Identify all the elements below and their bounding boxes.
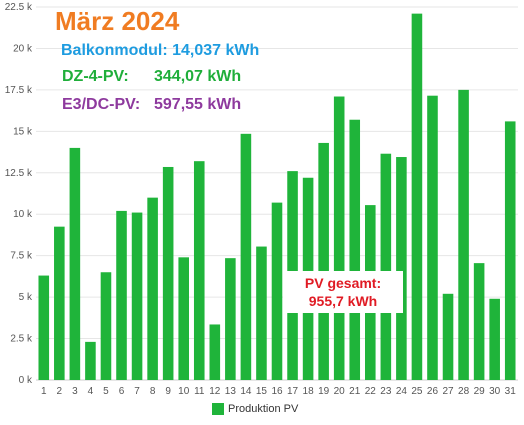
x-tick-label: 6 — [119, 386, 125, 397]
y-tick-label: 20 k — [13, 43, 33, 54]
e3-label: E3/DC-PV: — [62, 96, 141, 113]
bar — [504, 121, 516, 381]
legend-label: Produktion PV — [228, 403, 299, 415]
chart-title: März 2024 — [55, 6, 180, 36]
bar — [256, 246, 267, 380]
bar — [209, 324, 221, 380]
x-tick-label: 13 — [225, 386, 237, 397]
bar — [162, 166, 174, 380]
x-tick-label: 21 — [349, 386, 361, 397]
dz-label: DZ-4-PV: — [62, 68, 129, 85]
bar — [131, 212, 143, 380]
bar — [427, 95, 438, 381]
x-tick-label: 12 — [209, 386, 221, 397]
y-tick-label: 2.5 k — [10, 334, 33, 345]
y-tick-label: 15 k — [13, 126, 33, 137]
y-tick-label: 12.5 k — [5, 168, 33, 179]
bar — [225, 258, 236, 380]
x-tick-label: 5 — [103, 386, 109, 397]
legend[interactable]: Produktion PV — [212, 403, 298, 415]
bar — [116, 210, 127, 380]
x-tick-label: 10 — [178, 386, 190, 397]
x-tick-label: 11 — [194, 386, 205, 397]
x-tick-label: 9 — [165, 386, 171, 397]
balkon-annotation: Balkonmodul: 14,037 kWh — [61, 42, 260, 59]
bar — [411, 13, 423, 381]
x-tick-label: 23 — [380, 386, 392, 397]
pv-total-value: 955,7 kWh — [308, 293, 378, 309]
x-tick-label: 2 — [57, 386, 63, 397]
bar — [380, 153, 392, 380]
bar — [349, 119, 361, 381]
x-tick-label: 29 — [474, 386, 486, 397]
bar — [489, 298, 500, 380]
x-tick-label: 31 — [505, 386, 517, 397]
x-tick-label: 3 — [72, 386, 78, 397]
x-tick-label: 19 — [318, 386, 330, 397]
y-tick-label: 10 k — [13, 209, 33, 220]
x-tick-label: 28 — [458, 386, 470, 397]
pv-total-label: PV gesamt: — [304, 275, 382, 291]
y-tick-label: 22.5 k — [5, 2, 33, 13]
bar — [318, 142, 329, 380]
y-tick-label: 17.5 k — [5, 85, 33, 96]
bar — [54, 226, 65, 380]
bar — [458, 89, 469, 380]
x-tick-label: 25 — [411, 386, 423, 397]
bar — [396, 157, 407, 380]
bar — [69, 147, 81, 380]
x-tick-label: 16 — [271, 386, 283, 397]
y-tick-label: 0 k — [19, 375, 33, 386]
x-tick-label: 1 — [41, 386, 47, 397]
bar — [240, 133, 252, 380]
x-tick-label: 4 — [88, 386, 94, 397]
x-tick-label: 18 — [303, 386, 315, 397]
y-tick-label: 5 k — [19, 292, 33, 303]
x-tick-label: 30 — [489, 386, 501, 397]
x-tick-label: 26 — [427, 386, 439, 397]
x-tick-label: 15 — [256, 386, 268, 397]
bar — [333, 96, 345, 381]
e3-value: 597,55 kWh — [154, 96, 242, 113]
x-tick-label: 7 — [134, 386, 140, 397]
x-tick-label: 17 — [287, 386, 299, 397]
bar — [473, 263, 485, 380]
pv-total-box: PV gesamt: 955,7 kWh — [283, 271, 403, 313]
y-tick-label: 7.5 k — [10, 251, 33, 262]
bar — [193, 161, 205, 380]
x-tick-label: 8 — [150, 386, 156, 397]
x-tick-label: 27 — [442, 386, 454, 397]
bar — [147, 197, 158, 380]
x-tick-label: 24 — [396, 386, 408, 397]
bar — [100, 272, 112, 380]
bar — [85, 341, 96, 380]
x-tick-label: 14 — [240, 386, 252, 397]
dz-value: 344,07 kWh — [154, 68, 242, 85]
bar — [271, 202, 283, 380]
bar — [38, 275, 50, 380]
x-tick-label: 20 — [334, 386, 346, 397]
x-tick-label: 22 — [365, 386, 377, 397]
bar — [178, 257, 189, 380]
bar — [442, 293, 454, 380]
legend-swatch — [212, 403, 224, 415]
